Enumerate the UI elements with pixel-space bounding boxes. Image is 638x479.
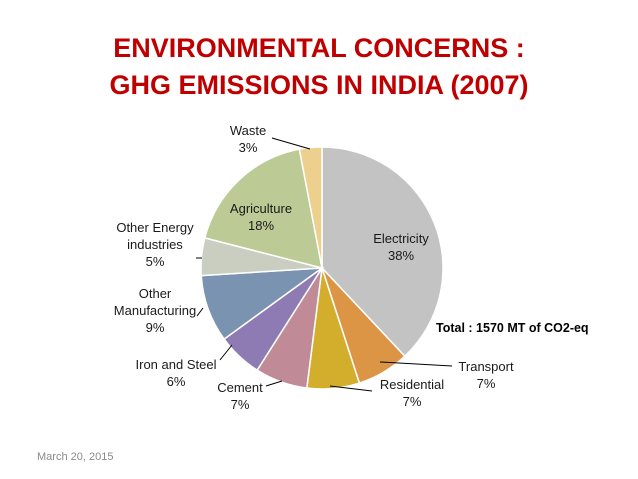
total-emissions-note: Total : 1570 MT of CO2-eq <box>436 321 589 335</box>
pie-labels: Electricity 38% Transport 7% Residential 7% Ce… <box>114 123 514 412</box>
leader-line-other-manufacturing <box>196 307 204 317</box>
pie-slice-agriculture <box>203 148 323 270</box>
slide-title: ENVIRONMENTAL CONCERNS : GHG EMISSIONS I… <box>0 30 638 104</box>
leader-line-waste <box>271 137 311 150</box>
leader-line-cement <box>265 380 283 387</box>
pie-slice-waste <box>298 146 323 269</box>
slide-title-line-1: ENVIRONMENTAL CONCERNS : <box>113 33 525 63</box>
slide-date: March 20, 2015 <box>37 451 114 463</box>
slice-label-agriculture: Agriculture 18% <box>230 201 292 233</box>
pie-slice-electricity <box>321 146 444 358</box>
slice-label-cement: Cement 7% <box>217 380 263 412</box>
pie-slices <box>200 146 444 390</box>
leader-line-transport <box>379 361 453 367</box>
slice-label-transport: Transport 7% <box>458 359 514 391</box>
slice-label-other-manufacturing: Other Manufacturing 9% <box>114 286 196 335</box>
slice-label-other-energy-industries: Other Energy industries 5% <box>116 220 194 269</box>
leader-line-residential <box>329 385 373 392</box>
slide-title-line-2: GHG EMISSIONS IN INDIA (2007) <box>109 70 529 100</box>
pie-leader-lines <box>196 137 453 392</box>
slice-label-waste: Waste 3% <box>230 123 266 155</box>
slice-label-iron-and-steel: Iron and Steel 6% <box>136 357 217 389</box>
leader-line-iron-and-steel <box>219 344 233 361</box>
slice-label-electricity: Electricity 38% <box>373 231 429 263</box>
slice-label-residential: Residential 7% <box>380 377 444 409</box>
